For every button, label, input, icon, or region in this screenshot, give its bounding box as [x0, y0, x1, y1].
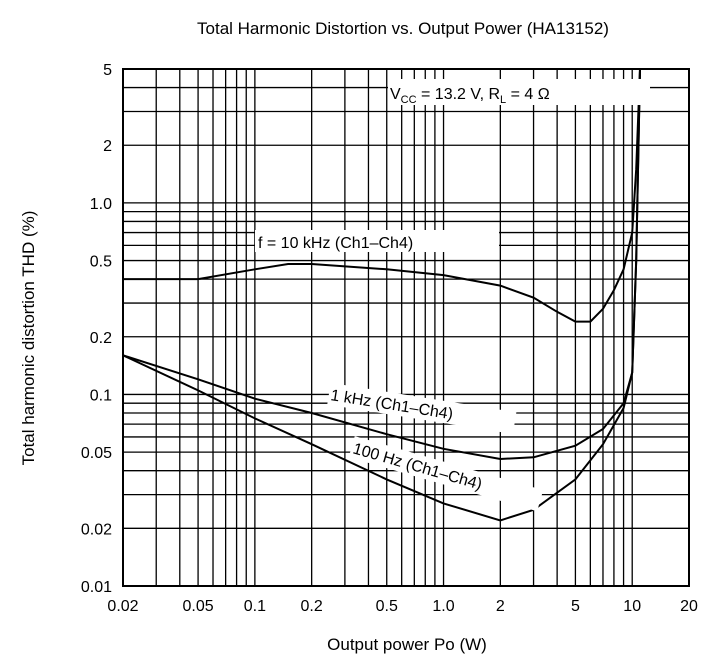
series-line-2 — [122, 68, 641, 522]
x-tick-label: 0.5 — [376, 598, 398, 615]
x-axis-label: Output power Po (W) — [327, 635, 487, 654]
y-tick-label: 0.02 — [81, 521, 112, 538]
label-1khz-bg — [327, 382, 517, 435]
y-tick-label: 0.2 — [90, 330, 112, 347]
label-100hz-bg — [348, 436, 544, 512]
x-tick-label: 0.2 — [301, 598, 323, 615]
x-tick-label: 1.0 — [432, 598, 454, 615]
x-tick-label: 5 — [571, 598, 580, 615]
label-10khz: f = 10 kHz (Ch1–Ch4) — [258, 235, 413, 252]
x-tick-label: 0.05 — [183, 598, 214, 615]
series-line-0 — [123, 68, 641, 323]
x-tick-label: 20 — [680, 598, 698, 615]
x-tick-label: 0.1 — [244, 598, 266, 615]
label-10khz-bg — [255, 230, 499, 252]
label-100hz: 100 Hz (Ch1–Ch4) — [351, 441, 484, 494]
y-tick-labels: 0.01 0.02 0.05 0.1 0.2 0.5 1.0 2 5 — [81, 62, 112, 596]
label-100hz-group: 100 Hz (Ch1–Ch4) — [348, 436, 544, 512]
x-tick-label: 0.02 — [107, 598, 138, 615]
y-tick-label: 0.05 — [81, 445, 112, 462]
chart-title: Total Harmonic Distortion vs. Output Pow… — [197, 19, 609, 38]
x-tick-label: 2 — [496, 598, 505, 615]
condition-label: VCC = 13.2 V, RL = 4 Ω — [390, 86, 550, 106]
x-tick-label: 10 — [623, 598, 641, 615]
y-tick-label: 5 — [103, 62, 112, 79]
y-tick-label: 0.5 — [90, 254, 112, 271]
condition-label-bg — [388, 79, 650, 105]
y-tick-label: 1.0 — [90, 196, 112, 213]
curves — [122, 68, 641, 522]
annotations: VCC = 13.2 V, RL = 4 Ω f = 10 kHz (Ch1–Ch… — [255, 79, 650, 512]
plot-frame — [122, 68, 690, 587]
y-tick-label: 0.01 — [81, 579, 112, 596]
y-tick-label: 0.1 — [90, 387, 112, 404]
x-tick-labels: 0.02 0.05 0.1 0.2 0.5 1.0 2 5 10 20 — [107, 598, 698, 615]
y-tick-label: 2 — [103, 138, 112, 155]
y-axis-label: Total harmonic distortion THD (%) — [19, 211, 38, 466]
grid — [122, 68, 690, 587]
